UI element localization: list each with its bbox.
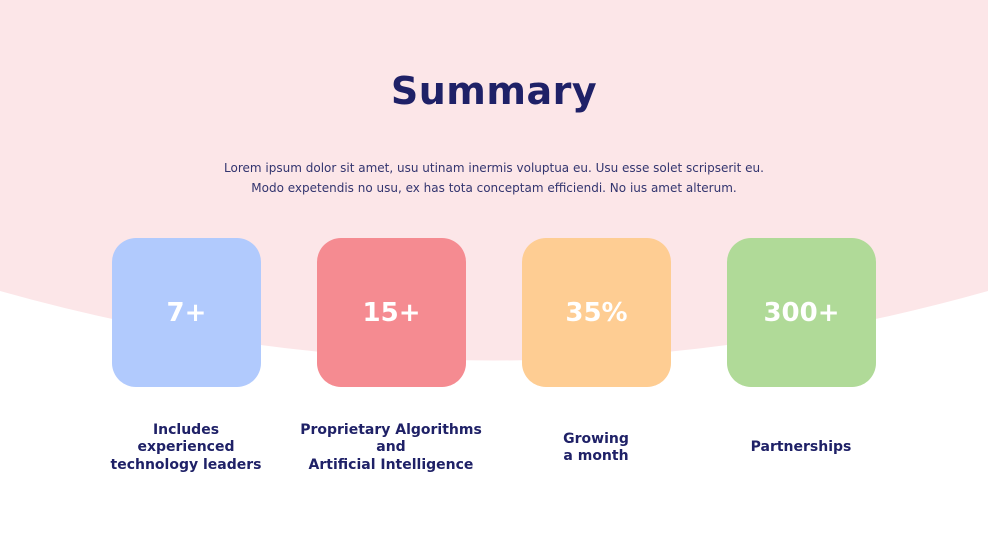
stat-label: Proprietary Algorithms and Artificial In…	[300, 421, 482, 473]
stat-label: Includes experienced technology leaders	[110, 421, 262, 473]
stat-label: Partnerships	[750, 439, 852, 456]
stat-tile-technology-leaders: 7+	[112, 238, 261, 387]
stat-caption-partnerships: Partnerships	[701, 413, 901, 483]
stat-caption-growth: Growing a month	[496, 413, 696, 483]
stat-value: 7+	[166, 297, 207, 328]
stat-value: 35%	[565, 297, 628, 328]
stat-value: 300+	[763, 297, 840, 328]
description: Lorem ipsum dolor sit amet, usu utinam i…	[0, 158, 988, 198]
stat-value: 15+	[362, 297, 421, 328]
stat-caption-technology-leaders: Includes experienced technology leaders	[86, 413, 286, 483]
description-line-2: Modo expetendis no usu, ex has tota conc…	[251, 181, 737, 195]
description-line-1: Lorem ipsum dolor sit amet, usu utinam i…	[224, 161, 764, 175]
stat-tile-algorithms: 15+	[317, 238, 466, 387]
stat-label: Growing a month	[563, 430, 629, 465]
stat-tile-partnerships: 300+	[727, 238, 876, 387]
stat-tile-growth: 35%	[522, 238, 671, 387]
page-title: Summary	[390, 69, 598, 113]
stat-caption-algorithms: Proprietary Algorithms and Artificial In…	[276, 413, 506, 483]
